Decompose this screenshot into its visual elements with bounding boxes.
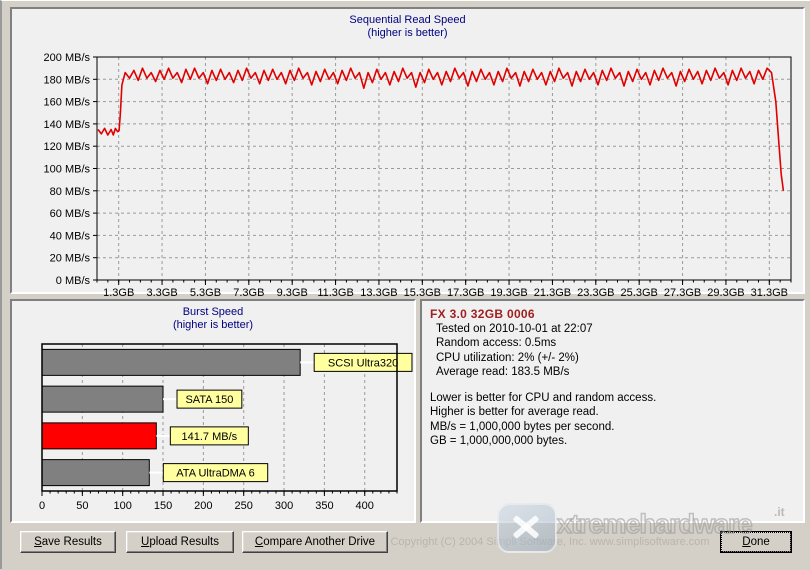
svg-text:250: 250 — [235, 500, 253, 512]
info-spacer — [430, 380, 795, 391]
save-label: ave Results — [41, 536, 102, 548]
random-access-text: Random access: 0.5ms — [436, 337, 557, 349]
upload-label: pload Results — [149, 536, 219, 548]
svg-text:40 MB/s: 40 MB/s — [50, 230, 91, 242]
compare-mnemonic: C — [254, 536, 264, 548]
svg-text:100 MB/s: 100 MB/s — [44, 164, 91, 176]
save-results-button[interactable]: Save Results — [20, 531, 116, 553]
burst-speed-panel: Burst Speed (higher is better) SCSI Ultr… — [10, 299, 416, 523]
burst-chart-subtitle: (higher is better) — [172, 319, 254, 331]
svg-text:3,3GB: 3,3GB — [146, 287, 177, 296]
svg-text:15,3GB: 15,3GB — [404, 287, 441, 296]
sequential-read-panel: Sequential Read Speed (higher is better)… — [10, 7, 807, 296]
svg-text:13,3GB: 13,3GB — [360, 287, 397, 296]
svg-text:100: 100 — [114, 500, 132, 512]
burst-chart-svg: SCSI Ultra320 SATA 150 141.7 MB/s ATA Ultra… — [39, 343, 413, 512]
svg-text:0: 0 — [39, 500, 45, 512]
svg-text:0 MB/s: 0 MB/s — [56, 275, 91, 287]
svg-text:21,3GB: 21,3GB — [534, 287, 571, 296]
svg-text:140 MB/s: 140 MB/s — [44, 119, 91, 131]
svg-text:23,3GB: 23,3GB — [577, 287, 614, 296]
burst-chart-title: Burst Speed — [182, 306, 244, 318]
svg-text:SATA 150: SATA 150 — [185, 394, 233, 406]
svg-text:27,3GB: 27,3GB — [664, 287, 701, 296]
done-label: one — [750, 536, 770, 548]
sequential-plot-area: 0 MB/s 20 MB/s 40 MB/s 60 MB/s 80 MB/s 100 MB… — [12, 9, 807, 296]
upload-mnemonic: U — [141, 536, 150, 548]
svg-text:180 MB/s: 180 MB/s — [44, 74, 91, 86]
sequential-chart-svg: 0 MB/s 20 MB/s 40 MB/s 60 MB/s 80 MB/s 100 MB… — [44, 52, 792, 296]
svg-text:25,3GB: 25,3GB — [621, 287, 658, 296]
sequential-chart-subtitle: (higher is better) — [367, 27, 448, 39]
copyright-text: Copyright (C) 2004 Simpli Software, Inc.… — [390, 536, 710, 548]
svg-text:400: 400 — [356, 500, 374, 512]
note-higher-better: Higher is better for average read. — [430, 406, 599, 418]
svg-text:60 MB/s: 60 MB/s — [50, 208, 91, 220]
button-bar: Save Results Upload Results Compare Anot… — [2, 525, 810, 570]
svg-text:160 MB/s: 160 MB/s — [44, 97, 91, 109]
svg-text:80 MB/s: 80 MB/s — [50, 186, 91, 198]
save-mnemonic: S — [34, 536, 42, 548]
svg-text:200 MB/s: 200 MB/s — [44, 52, 91, 64]
compare-another-drive-button[interactable]: Compare Another Drive — [242, 531, 388, 553]
note-lower-better: Lower is better for CPU and random acces… — [430, 391, 657, 404]
svg-text:1,3GB: 1,3GB — [103, 287, 134, 296]
svg-text:20 MB/s: 20 MB/s — [50, 253, 91, 265]
svg-text:150: 150 — [154, 500, 172, 512]
done-button[interactable]: Done — [720, 531, 792, 553]
svg-text:350: 350 — [315, 500, 333, 512]
tested-on-text: Tested on 2010-10-01 at 22:07 — [436, 322, 593, 335]
svg-text:5,3GB: 5,3GB — [190, 287, 221, 296]
svg-text:200: 200 — [194, 500, 212, 512]
svg-text:31,3GB: 31,3GB — [751, 287, 788, 296]
upload-results-button[interactable]: Upload Results — [126, 531, 234, 553]
svg-text:29,3GB: 29,3GB — [707, 287, 744, 296]
compare-label: ompare Another Drive — [263, 536, 376, 548]
average-read-text: Average read: 183.5 MB/s — [436, 366, 570, 378]
svg-text:SCSI Ultra320: SCSI Ultra320 — [328, 357, 398, 369]
sequential-chart-title: Sequential Read Speed — [349, 14, 466, 26]
svg-text:141.7 MB/s: 141.7 MB/s — [182, 431, 238, 443]
svg-text:7,3GB: 7,3GB — [233, 287, 264, 296]
done-mnemonic: D — [742, 536, 751, 548]
svg-text:9,3GB: 9,3GB — [277, 287, 308, 296]
svg-text:11,3GB: 11,3GB — [317, 287, 354, 296]
drive-model-name: FX 3.0 32GB 0006 — [430, 307, 535, 321]
svg-text:300: 300 — [275, 500, 293, 512]
svg-text:120 MB/s: 120 MB/s — [44, 141, 91, 153]
svg-text:17,3GB: 17,3GB — [447, 287, 484, 296]
svg-text:ATA UltraDMA 6: ATA UltraDMA 6 — [176, 468, 254, 480]
svg-text:50: 50 — [76, 500, 88, 512]
note-mbs-definition: MB/s = 1,000,000 bytes per second. — [430, 420, 615, 433]
cpu-utilization-text: CPU utilization: 2% (+/- 2%) — [436, 351, 579, 364]
note-gb-definition: GB = 1,000,000,000 bytes. — [430, 435, 568, 447]
drive-info-panel: FX 3.0 32GB 0006 Tested on 2010-10-01 at… — [420, 299, 805, 523]
svg-text:19,3GB: 19,3GB — [490, 287, 527, 296]
